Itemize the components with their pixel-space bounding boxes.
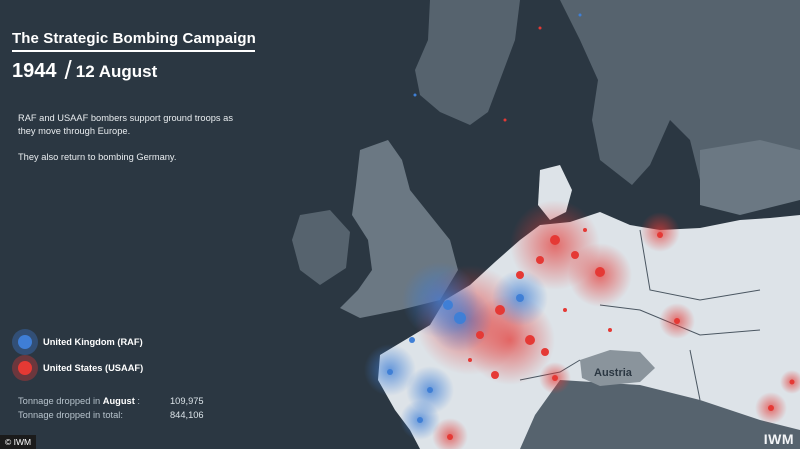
continent-land — [378, 212, 800, 449]
ireland-land — [292, 210, 350, 285]
norway-land — [415, 0, 520, 125]
south-land-dark — [520, 380, 800, 449]
bombing-dots — [387, 13, 795, 440]
baltic-land — [700, 140, 800, 215]
austria-land — [580, 350, 655, 386]
